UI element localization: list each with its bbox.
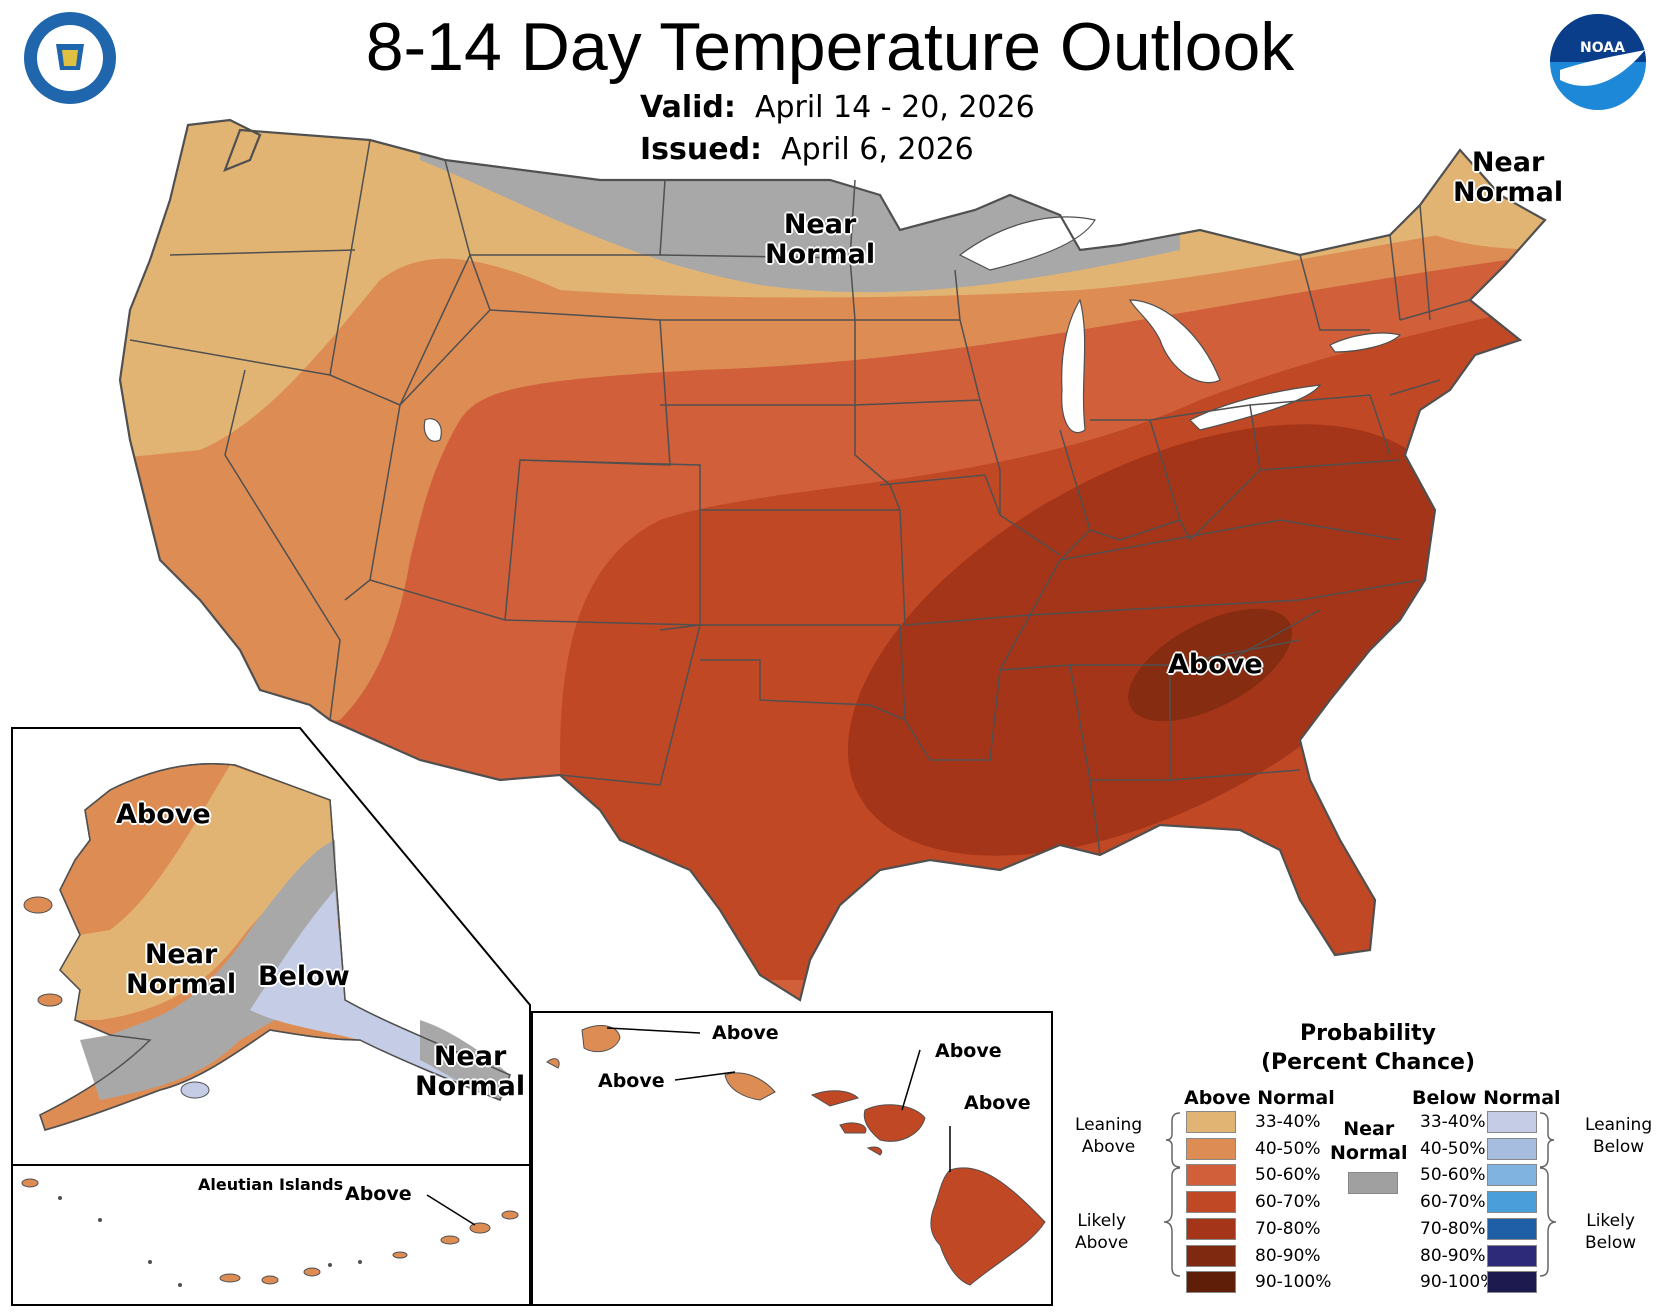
legend-above-swatch bbox=[1186, 1111, 1236, 1133]
legend-above-range: 60-70% bbox=[1255, 1192, 1321, 1212]
alaska-label-below: Below bbox=[258, 961, 350, 992]
legend-below-range: 90-100% bbox=[1420, 1272, 1497, 1292]
legend-above-swatch bbox=[1186, 1245, 1236, 1267]
alaska-label-near-normal: Near Normal bbox=[126, 939, 237, 1000]
issued-value: April 6, 2026 bbox=[781, 132, 974, 167]
legend-leaning-above: Leaning Above bbox=[1075, 1115, 1143, 1158]
legend-above-range: 50-60% bbox=[1255, 1165, 1321, 1185]
legend-above-range: 90-100% bbox=[1255, 1272, 1332, 1292]
hawaii-label-above-kauai: Above bbox=[712, 1022, 779, 1044]
page-title: 8-14 Day Temperature Outlook bbox=[365, 9, 1295, 85]
legend-below-range: 70-80% bbox=[1420, 1219, 1486, 1239]
legend-above-header: Above Normal bbox=[1184, 1087, 1335, 1109]
legend-below-range: 80-90% bbox=[1420, 1246, 1486, 1266]
legend-below-range: 40-50% bbox=[1420, 1139, 1486, 1159]
legend-below-range: 33-40% bbox=[1420, 1112, 1486, 1132]
hawaii-label-above-big-island: Above bbox=[964, 1092, 1031, 1114]
valid-value: April 14 - 20, 2026 bbox=[754, 90, 1035, 125]
legend-above-range: 70-80% bbox=[1255, 1219, 1321, 1239]
noaa-logo bbox=[1550, 14, 1646, 110]
legend-below-swatch bbox=[1487, 1111, 1537, 1133]
legend-below-range: 50-60% bbox=[1420, 1165, 1486, 1185]
legend-above-swatch bbox=[1186, 1164, 1236, 1186]
conus-label-near-normal-northeast: Near Normal bbox=[1453, 147, 1564, 208]
aleutian-inset bbox=[11, 1164, 531, 1306]
legend-above-swatch bbox=[1186, 1271, 1236, 1293]
conus-label-near-normal-north: Near Normal bbox=[765, 209, 876, 270]
hawaii-inset bbox=[531, 1011, 1053, 1306]
legend-title: Probability (Percent Chance) bbox=[1260, 1021, 1476, 1075]
issued-line: Issued: April 6, 2026 bbox=[640, 132, 974, 167]
legend-above-swatch bbox=[1186, 1218, 1236, 1240]
valid-line: Valid: April 14 - 20, 2026 bbox=[640, 90, 1035, 125]
alaska-inset bbox=[11, 727, 531, 1166]
legend-above-swatch bbox=[1186, 1138, 1236, 1160]
legend-above-swatch bbox=[1186, 1191, 1236, 1213]
aleutian-title: Aleutian Islands bbox=[198, 1175, 344, 1194]
valid-label: Valid: bbox=[640, 90, 736, 125]
legend-above-range: 40-50% bbox=[1255, 1139, 1321, 1159]
legend-above-range: 33-40% bbox=[1255, 1112, 1321, 1132]
issued-label: Issued: bbox=[640, 132, 763, 167]
legend-near-normal-swatch bbox=[1348, 1172, 1398, 1194]
conus-label-above: Above bbox=[1168, 649, 1263, 680]
legend-likely-below: Likely Below bbox=[1585, 1211, 1637, 1254]
hawaii-label-above-oahu: Above bbox=[598, 1070, 665, 1092]
hawaii-label-above-maui: Above bbox=[935, 1040, 1002, 1062]
aleutian-label-above: Above bbox=[345, 1183, 412, 1205]
great-lakes bbox=[423, 216, 1402, 442]
alaska-label-above: Above bbox=[116, 799, 211, 830]
legend-below-range: 60-70% bbox=[1420, 1192, 1486, 1212]
legend-above-range: 80-90% bbox=[1255, 1246, 1321, 1266]
legend-below-swatch bbox=[1487, 1164, 1537, 1186]
noaa-logo-text: NOAA bbox=[1580, 40, 1625, 56]
legend-below-swatch bbox=[1487, 1271, 1537, 1293]
legend-below-swatch bbox=[1487, 1191, 1537, 1213]
legend-leaning-below: Leaning Below bbox=[1585, 1115, 1653, 1158]
legend-near-normal-label: Near Normal bbox=[1330, 1118, 1408, 1164]
legend-below-header: Below Normal bbox=[1412, 1087, 1561, 1109]
legend-below-swatch bbox=[1487, 1218, 1537, 1240]
legend-likely-above: Likely Above bbox=[1075, 1211, 1129, 1254]
legend-below-swatch bbox=[1487, 1245, 1537, 1267]
legend-below-swatch bbox=[1487, 1138, 1537, 1160]
state-boundaries bbox=[118, 118, 1547, 1002]
department-of-commerce-seal bbox=[24, 12, 116, 104]
alaska-label-near-normal-southeast: Near Normal bbox=[415, 1041, 526, 1102]
